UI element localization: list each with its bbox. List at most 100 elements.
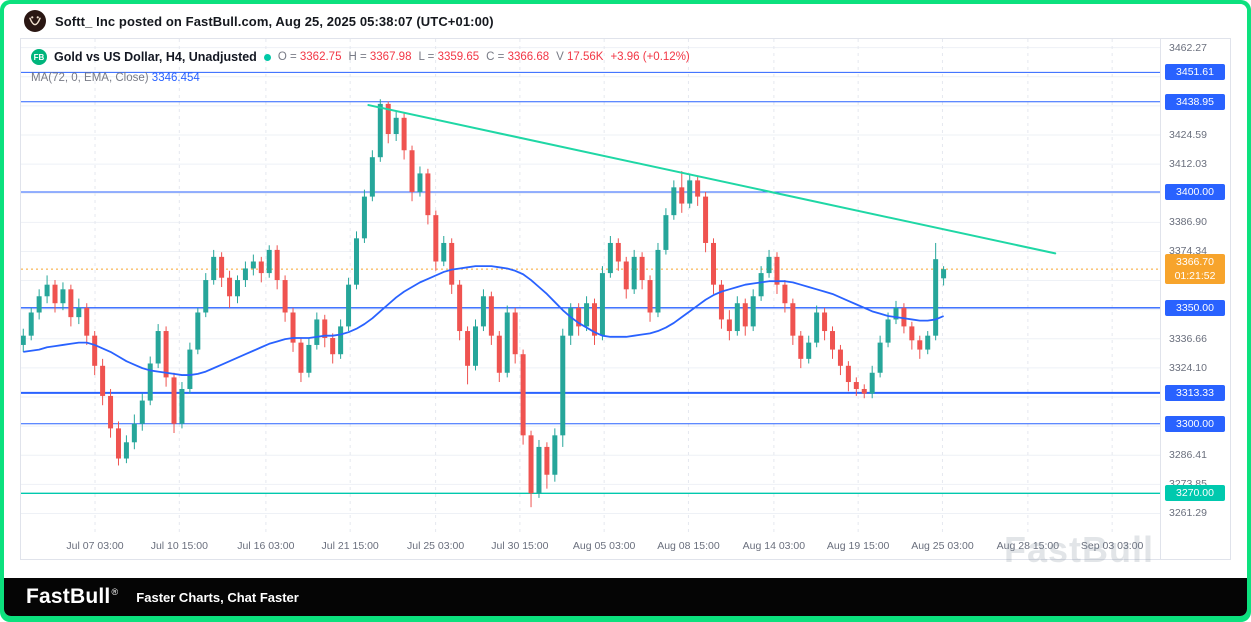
post-title: Softt_ Inc posted on FastBull.com, Aug 2… [55,13,494,29]
registered-mark: ® [111,587,119,597]
candle-body-up [758,273,764,297]
chart-title: Gold vs US Dollar, H4, Unadjusted [54,50,257,64]
x-axis[interactable]: Jul 07 03:00 Jul 10 15:00 Jul 16 03:00 Jul … [21,535,1160,559]
ma-legend-label: MA(72, 0, EMA, Close) [31,72,149,84]
chart-container: Jul 07 03:00 Jul 10 15:00 Jul 16 03:00 Jul … [20,38,1231,570]
y-axis-label: 3386.90 [1169,216,1207,229]
candle-body-up [211,256,217,281]
candle-body-down [639,256,645,281]
y-axis[interactable]: 3462.27 3424.59 3412.03 3386.90 3374.34 3336.… [1160,39,1230,559]
candle-body-down [108,395,114,429]
candle-body-up [599,273,605,336]
candle-body-up [393,117,399,135]
y-axis-label: 3412.03 [1169,158,1207,171]
price-level-badge: 3350.00 [1165,299,1225,316]
x-axis-label: Jul 25 03:00 [406,540,465,552]
volume-label: V [556,51,564,63]
candle-body-up [473,326,479,366]
candle-body-down [822,312,828,332]
candle-body-up [60,289,66,304]
candle-body-down [227,277,233,297]
y-axis-label: 3462.27 [1169,41,1207,54]
volume-value: 17.56K [567,51,604,63]
candle-body-up [28,312,34,336]
candle-body-up [139,400,145,424]
candle-body-down [385,103,391,135]
candle-body-up [179,388,185,424]
y-axis-label: 3324.10 [1169,361,1207,374]
candle-body-down [330,337,336,355]
x-axis-label: Jul 30 15:00 [491,540,549,552]
low-value: 3359.65 [437,51,480,63]
candle-body-up [568,307,574,336]
candle-body-down [623,261,629,290]
candle-body-down [861,388,867,394]
candle-body-up [933,259,939,336]
footer-bar: FastBull® Faster Charts, Chat Faster [4,578,1247,616]
candle-body-up [21,335,26,345]
candle-body-down [917,340,923,350]
high-value: 3367.98 [369,51,412,63]
candle-body-up [504,312,510,373]
x-axis-label: Aug 08 15:00 [657,540,720,552]
chart-legend: FB Gold vs US Dollar, H4, Unadjusted O =… [31,49,690,84]
y-axis-label: 3336.66 [1169,332,1207,345]
candle-body-down [544,446,550,475]
x-axis-label: Aug 28 15:00 [996,540,1060,552]
candle-body-up [806,342,812,359]
ma-line [23,265,944,376]
candle-body-down [258,261,264,274]
candle-body-down [100,365,106,396]
candle-body-down [171,377,177,424]
candle-body-up [925,335,931,350]
ma-legend-value: 3346.454 [151,72,200,84]
candle-body-up [123,442,129,459]
candle-body-down [742,303,748,327]
candle-body-up [893,307,899,320]
candle-body-up [44,284,50,297]
high-label: H = [348,51,367,63]
candle-body-down [163,331,169,378]
candle-body-up [671,187,677,216]
candle-body-down [290,312,296,343]
candle-body-down [401,117,407,151]
candle-body-up [869,372,875,394]
market-status-dot [263,53,271,61]
candle-body-down [726,319,732,332]
open-value: 3362.75 [299,51,342,63]
candle-body-down [68,289,74,318]
candle-body-up [353,238,359,285]
price-level-badge: 3300.00 [1165,415,1225,432]
candle-body-up [234,280,240,297]
candle-body-up [266,249,272,274]
candle-body-down [219,256,225,278]
close-value: 3366.68 [507,51,550,63]
candle-body-down [322,319,328,338]
candle-body-up [766,256,772,274]
candle-body-down [496,335,502,373]
candle-body-up [536,446,542,494]
candle-body-up [607,242,613,274]
candle-body-up [314,319,320,345]
candle-body-down [837,349,843,366]
candle-body-up [687,180,693,204]
x-axis-label: Jul 10 15:00 [150,540,208,552]
x-axis-label: Jul 07 03:00 [66,540,124,552]
current-price-value: 3366.70 [1176,256,1214,269]
y-axis-label: 3261.29 [1169,507,1207,520]
y-axis-label: 3286.41 [1169,449,1207,462]
current-price-badge: 3366.70 01:21:52 [1165,254,1225,285]
candle-body-up [203,280,209,313]
card: Softt_ Inc posted on FastBull.com, Aug 2… [4,4,1247,616]
candle-body-down [718,284,724,320]
candle-body-up [441,242,447,262]
candle-body-down [798,335,804,359]
candle-body-down [449,242,455,285]
candle-body-down [274,249,280,281]
candle-body-down [84,307,90,336]
candle-body-down [465,331,471,366]
candle-body-down [282,280,288,313]
candle-body-up [631,256,637,290]
price-chart-canvas[interactable] [21,39,1160,535]
